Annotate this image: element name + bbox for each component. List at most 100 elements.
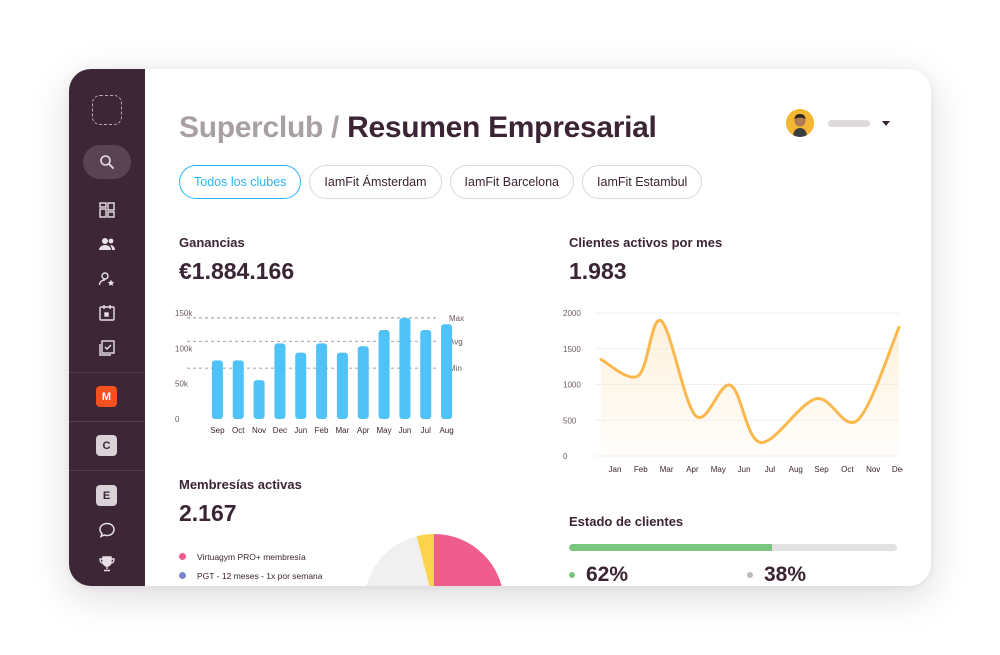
x-tick-label: Feb bbox=[315, 426, 329, 435]
x-tick-label: Jul bbox=[421, 426, 431, 435]
active-clients-title: Clientes activos por mes bbox=[569, 235, 723, 250]
reference-label: Min bbox=[449, 364, 462, 373]
y-tick-label: 1000 bbox=[563, 381, 581, 390]
bar bbox=[420, 329, 432, 419]
page-title-prefix: Superclub / bbox=[179, 111, 340, 144]
sidebar-item-e[interactable]: E bbox=[96, 485, 117, 506]
client-status-progress-fill bbox=[569, 544, 773, 551]
club-tabs: Todos los clubes IamFit Ámsterdam IamFit… bbox=[179, 165, 703, 199]
pie-slice bbox=[366, 536, 430, 586]
checklist-icon[interactable] bbox=[96, 337, 118, 359]
x-tick-label: Jan bbox=[609, 465, 622, 474]
legend-dot bbox=[179, 553, 186, 560]
x-tick-label: Apr bbox=[357, 426, 370, 435]
tab-amsterdam[interactable]: IamFit Ámsterdam bbox=[309, 165, 442, 199]
pie-slice bbox=[434, 534, 502, 586]
x-tick-label: Aug bbox=[439, 426, 453, 435]
bar bbox=[211, 360, 223, 419]
x-tick-label: Jul bbox=[765, 465, 775, 474]
page-title: Superclub / Resumen Empresarial bbox=[179, 111, 657, 145]
sidebar-item-m[interactable]: M bbox=[96, 386, 117, 407]
x-tick-label: Feb bbox=[634, 465, 648, 474]
sidebar-divider bbox=[69, 470, 145, 471]
search-icon bbox=[100, 155, 114, 169]
legend-label: Virtuagym PRO+ membresía bbox=[197, 551, 306, 562]
bar bbox=[253, 380, 265, 419]
user-menu[interactable] bbox=[786, 109, 890, 137]
bar bbox=[316, 343, 328, 419]
inactive-dot bbox=[747, 572, 753, 578]
legend-dot bbox=[179, 572, 186, 579]
calendar-icon[interactable] bbox=[96, 302, 118, 324]
bar bbox=[399, 317, 411, 419]
revenue-bar-chart: 0 50k 100k 150k Max Avg Min Sep Oct Nov Dec Jun Feb M… bbox=[175, 309, 464, 435]
sidebar-divider bbox=[69, 421, 145, 422]
app-window: M C E Superclub / Resumen Empresarial bbox=[69, 69, 931, 586]
bar bbox=[441, 324, 453, 419]
logo-placeholder[interactable] bbox=[92, 95, 122, 125]
memberships-legend: Virtuagym PRO+ membresía PGT - 12 meses … bbox=[179, 547, 323, 585]
active-dot bbox=[569, 572, 575, 578]
memberships-title: Membresías activas bbox=[179, 477, 302, 492]
legend-item: Virtuagym PRO+ membresía bbox=[179, 547, 323, 566]
sidebar: M C E bbox=[69, 69, 145, 586]
reference-label: Max bbox=[449, 314, 464, 323]
staff-icon[interactable] bbox=[96, 268, 118, 290]
x-tick-label: Dec bbox=[273, 426, 287, 435]
y-tick-label: 2000 bbox=[563, 309, 581, 318]
active-stat: 62% bbox=[569, 563, 628, 586]
active-clients-line-chart: 0 500 1000 1500 2000 Jan Feb Mar Apr May Jun Jul Aug… bbox=[563, 309, 903, 474]
user-name-placeholder bbox=[828, 119, 870, 127]
chat-icon[interactable] bbox=[96, 519, 118, 541]
x-tick-label: Aug bbox=[789, 465, 803, 474]
x-tick-label: May bbox=[377, 426, 392, 435]
reference-label: Avg bbox=[449, 337, 463, 346]
active-clients-value: 1.983 bbox=[569, 258, 627, 284]
main-content: Superclub / Resumen Empresarial Todos lo… bbox=[145, 69, 931, 586]
y-tick-label: 0 bbox=[563, 452, 568, 461]
tab-all-clubs[interactable]: Todos los clubes bbox=[179, 165, 302, 199]
inactive-percent: 38% bbox=[764, 563, 807, 586]
series-line bbox=[599, 319, 901, 444]
bar bbox=[274, 343, 286, 419]
trophy-icon[interactable] bbox=[96, 553, 118, 575]
x-tick-label: Oct bbox=[232, 426, 245, 435]
legend-label: PGT - 12 meses - 1x por semana bbox=[197, 570, 323, 581]
y-tick-label: 100k bbox=[175, 344, 193, 353]
client-status-progress bbox=[569, 544, 897, 551]
y-tick-label: 50k bbox=[175, 380, 189, 389]
y-tick-label: 0 bbox=[175, 415, 180, 424]
bar bbox=[336, 352, 348, 419]
x-tick-label: Nov bbox=[252, 426, 266, 435]
x-tick-label: Oct bbox=[841, 465, 854, 474]
sidebar-item-c[interactable]: C bbox=[96, 435, 117, 456]
x-tick-label: May bbox=[711, 465, 726, 474]
x-tick-label: Nov bbox=[866, 465, 880, 474]
x-tick-label: Mar bbox=[660, 465, 674, 474]
avatar[interactable] bbox=[786, 109, 814, 137]
bar bbox=[232, 360, 244, 419]
active-percent: 62% bbox=[586, 563, 629, 586]
tab-estambul[interactable]: IamFit Estambul bbox=[582, 165, 703, 199]
tab-barcelona[interactable]: IamFit Barcelona bbox=[449, 165, 575, 199]
x-tick-label: Apr bbox=[686, 465, 699, 474]
x-tick-label: Dec bbox=[892, 465, 903, 474]
sidebar-divider bbox=[69, 372, 145, 373]
members-icon[interactable] bbox=[96, 233, 118, 255]
bar bbox=[378, 329, 390, 419]
x-tick-label: Jun bbox=[398, 426, 411, 435]
search-button[interactable] bbox=[83, 145, 131, 179]
x-tick-label: Sep bbox=[210, 426, 225, 435]
dashboard-icon[interactable] bbox=[96, 199, 118, 221]
y-tick-label: 1500 bbox=[563, 345, 581, 354]
memberships-pie-chart bbox=[366, 534, 502, 586]
chevron-down-icon[interactable] bbox=[882, 120, 890, 126]
y-tick-label: 150k bbox=[175, 309, 193, 318]
area-fill bbox=[601, 320, 899, 456]
x-tick-label: Sep bbox=[814, 465, 829, 474]
inactive-stat: 38% bbox=[747, 563, 806, 586]
x-tick-label: Mar bbox=[336, 426, 350, 435]
revenue-title: Ganancias bbox=[179, 235, 245, 250]
revenue-value: €1.884.166 bbox=[179, 258, 295, 284]
bar bbox=[295, 352, 307, 419]
